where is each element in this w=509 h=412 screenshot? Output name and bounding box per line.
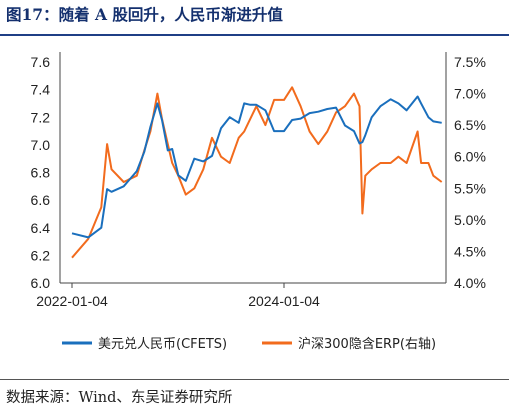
left-tick-label: 7.6	[31, 54, 51, 70]
right-tick-label: 7.0%	[454, 86, 486, 102]
x-tick-label: 2024-01-04	[248, 293, 320, 309]
title-divider	[0, 34, 509, 36]
legend: 美元兑人民币(CFETS) 沪深300隐含ERP(右轴)	[62, 336, 436, 352]
right-tick-label: 6.0%	[454, 149, 486, 165]
series-layer	[71, 86, 443, 259]
left-tick-label: 6.6	[31, 192, 51, 208]
figure-title: 图17：随着 A 股回升，人民币渐进升值	[6, 5, 283, 24]
left-tick-label: 7.2	[31, 109, 51, 125]
legend-label: 沪深300隐含ERP(右轴)	[298, 336, 436, 352]
right-tick-label: 5.5%	[454, 180, 486, 196]
series-line-hs300-erp	[71, 86, 443, 259]
right-tick-label: 7.5%	[454, 54, 486, 70]
right-tick-label: 4.5%	[454, 243, 486, 259]
x-tick-label: 2022-01-04	[36, 293, 108, 309]
right-tick-label: 5.0%	[454, 212, 486, 228]
left-tick-label: 6.0	[31, 275, 51, 291]
plot-frame	[59, 52, 447, 284]
right-axis-ticks: 4.0% 4.5% 5.0% 5.5% 6.0% 6.5% 7.0% 7.5%	[454, 54, 486, 291]
series-line-usd-cny	[71, 95, 442, 239]
left-tick-label: 6.8	[31, 165, 51, 181]
left-tick-label: 7.4	[31, 82, 51, 98]
source-note: 数据来源：Wind、东吴证券研究所	[6, 390, 233, 406]
left-axis-ticks: 6.0 6.2 6.4 6.6 6.8 7.0 7.2 7.4 7.6	[31, 54, 51, 291]
dual-axis-line-chart: 6.0 6.2 6.4 6.6 6.8 7.0 7.2 7.4 7.6 4.0% 4.5% 5.0%…	[31, 52, 486, 352]
left-tick-label: 7.0	[31, 137, 51, 153]
left-tick-label: 6.2	[31, 247, 51, 263]
left-tick-label: 6.4	[31, 220, 51, 236]
legend-label: 美元兑人民币(CFETS)	[98, 337, 227, 352]
right-tick-label: 6.5%	[454, 117, 486, 133]
source-divider	[0, 379, 509, 380]
x-axis-ticks: 2022-01-04 2024-01-04	[36, 283, 320, 309]
right-tick-label: 4.0%	[454, 275, 486, 291]
